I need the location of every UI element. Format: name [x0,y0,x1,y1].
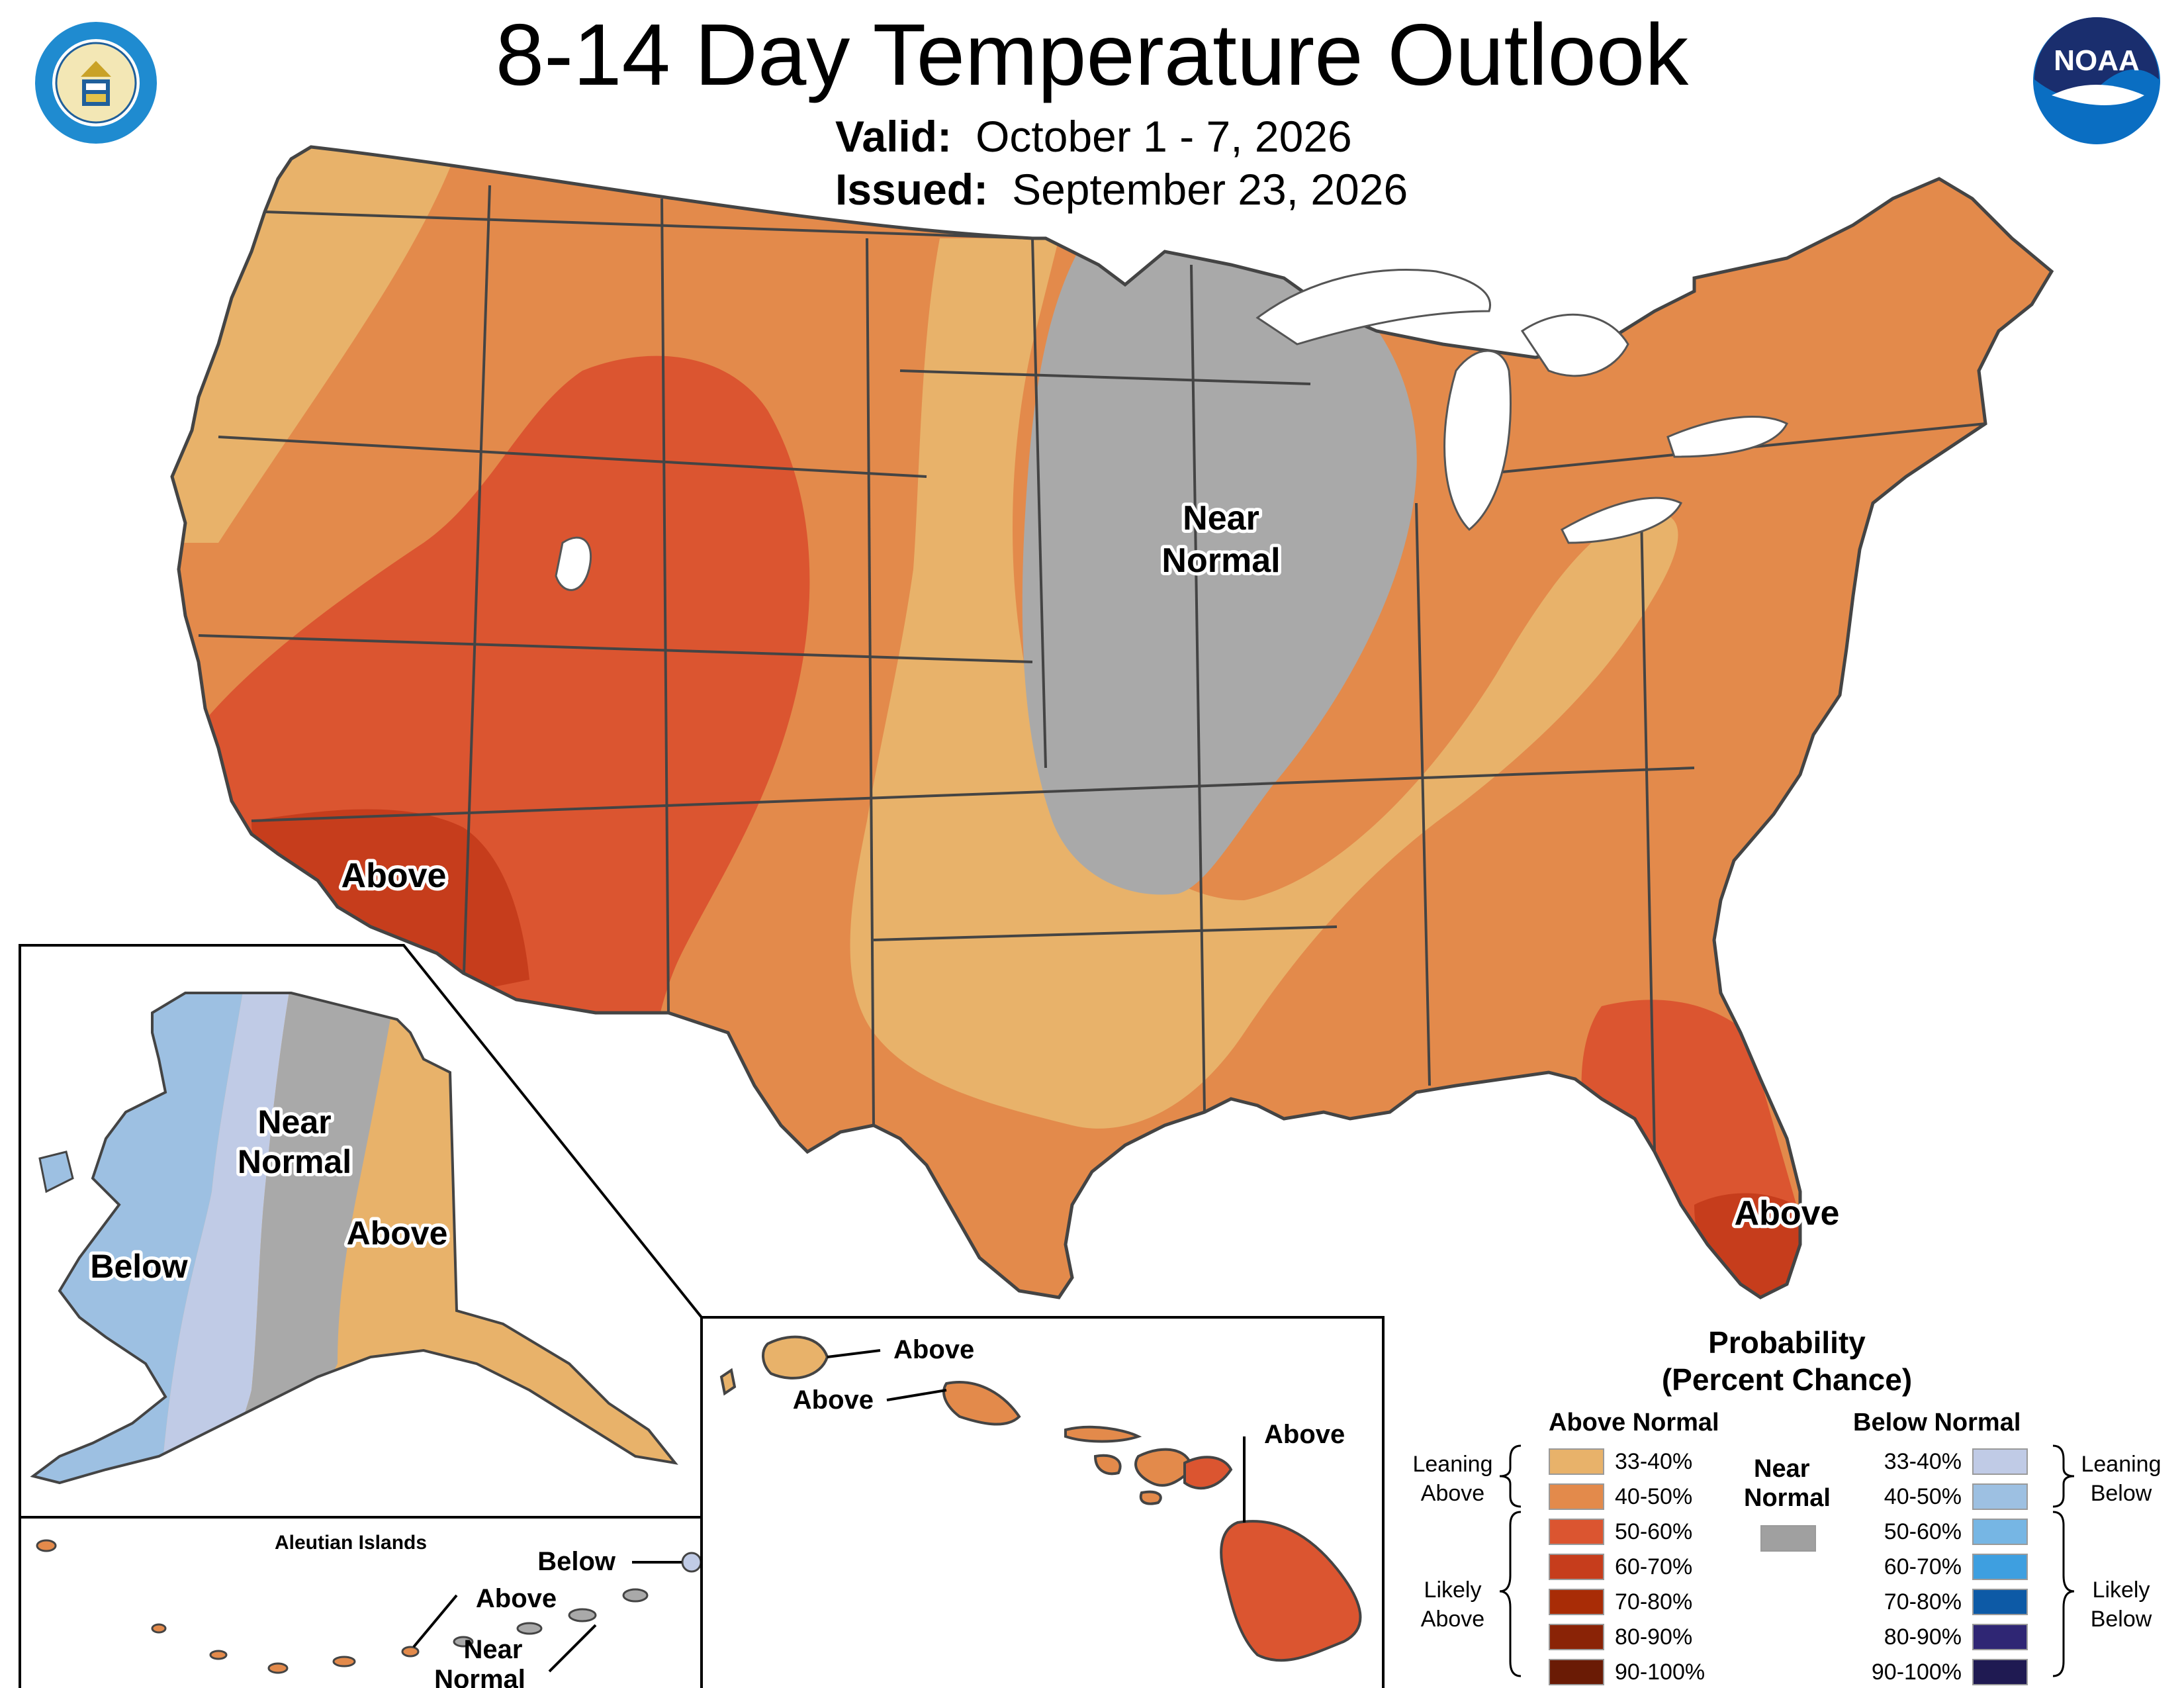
legend-likely-above-1: Likely [1424,1577,1482,1603]
hi-above-big-island-label: Above [1264,1420,1345,1449]
legend-below-swatch [1972,1448,2028,1475]
ak-below-label: Below [90,1248,187,1285]
great-salt-lake [555,536,592,591]
legend-title-line-2: (Percent Chance) [1661,1362,1913,1397]
legend-near-normal-swatch [1760,1525,1816,1552]
legend-below-swatch [1972,1483,2028,1510]
legend-below-range-label: 90-100% [1871,1660,1962,1685]
conus-above-southwest-label: Above [341,857,447,895]
issued-line: Issued: September 23, 2026 [835,164,1408,214]
department-of-commerce-seal-icon [35,22,157,144]
noaa-logo-icon: NOAA [2033,17,2160,144]
legend-leaning-above-2: Above [1420,1481,1485,1506]
issued-label: Issued: [835,165,989,214]
legend-below-range-label: 80-90% [1884,1624,1962,1650]
aleutian-near-label-2: Normal [434,1665,525,1688]
probability-legend: Probability (Percent Chance) Above Norma… [1410,1324,2164,1685]
aleutian-islands-shapes [36,1539,702,1674]
legend-above-header: Above Normal [1549,1409,1719,1436]
southern-california-above-60-70-region [251,809,529,993]
legend-leaning-below-2: Below [2090,1481,2152,1506]
conus-near-normal-label-2: Normal [1161,541,1280,580]
valid-line: Valid: October 1 - 7, 2026 [835,111,1352,162]
legend-below-swatch [1972,1589,2028,1615]
legend-below-range-label: 60-70% [1884,1554,1962,1579]
legend-leaning-below-1: Leaning [2081,1452,2161,1477]
legend-above-swatch [1549,1554,1604,1580]
legend-above-swatch [1549,1448,1604,1475]
conus-near-normal-label-1: Near [1183,499,1259,538]
legend-above-swatch [1549,1624,1604,1650]
legend-leaning-above-1: Leaning [1412,1452,1493,1477]
aleutian-above-label: Above [476,1584,557,1613]
legend-above-range-label: 33-40% [1615,1449,1693,1474]
legend-likely-below-2: Below [2090,1607,2152,1632]
carolina-coast-above-50-60-region [1760,789,1853,1006]
aleutian-title: Aleutian Islands [275,1532,427,1554]
issued-date: September 23, 2026 [1012,165,1408,214]
noaa-logo-text: NOAA [2054,44,2140,77]
central-near-normal-region [1022,238,1417,895]
ak-near-normal-label-1: Near [257,1103,331,1141]
great-lakes [1255,269,1789,544]
legend-below-range-label: 70-80% [1884,1589,1962,1615]
legend-above-range-label: 40-50% [1615,1484,1693,1509]
alaska-inset: Near Normal Above Below [19,944,703,1519]
valid-label: Valid: [835,112,952,161]
legend-below-range-label: 50-60% [1884,1519,1962,1544]
ak-above-label: Above [347,1215,448,1252]
legend-below-range-label: 40-50% [1884,1484,1962,1509]
aleutian-below-label: Below [537,1547,616,1576]
valid-date: October 1 - 7, 2026 [976,112,1352,161]
legend-likely-below-1: Likely [2092,1577,2150,1603]
conus-outlook-regions [172,147,2052,1297]
legend-below-range-label: 33-40% [1884,1449,1962,1474]
hi-above-kauai-label: Above [893,1335,974,1364]
legend-near-header-2: Normal [1744,1484,1831,1512]
legend-below-swatch [1972,1659,2028,1685]
legend-above-swatch [1549,1483,1604,1510]
ak-near-normal-label-2: Normal [238,1143,351,1180]
hawaii-inset: Above Above Above [700,1316,1385,1688]
legend-below-swatch [1972,1554,2028,1580]
map-title: 8-14 Day Temperature Outlook [495,6,1689,103]
conus-above-florida-label: Above [1735,1194,1840,1233]
legend-below-braces [2052,1444,2075,1677]
legend-above-braces [1499,1444,1522,1677]
aleutian-near-label-1: Near [464,1635,523,1664]
legend-above-range-label: 60-70% [1615,1554,1693,1579]
legend-below-header: Below Normal [1853,1409,2021,1436]
aleutian-inset-frame [19,1516,703,1688]
legend-below-swatch [1972,1624,2028,1650]
legend-above-range-label: 80-90% [1615,1624,1693,1650]
aleutian-inset: Aleutian Islands Below Above Near Normal [19,1516,703,1688]
hi-above-oahu-label: Above [793,1385,874,1415]
legend-near-header-1: Near [1754,1455,1810,1483]
legend-above-swatch [1549,1659,1604,1685]
legend-below-swatch [1972,1519,2028,1545]
legend-likely-above-2: Above [1420,1607,1485,1632]
legend-above-range-label: 50-60% [1615,1519,1693,1544]
legend-above-swatch [1549,1519,1604,1545]
legend-title-line-1: Probability [1708,1325,1866,1360]
hawaii-islands-shapes [719,1335,1362,1662]
central-above-33-40-region [850,238,1678,1129]
legend-above-swatch [1549,1589,1604,1615]
legend-above-range-label: 70-80% [1615,1589,1693,1615]
legend-above-range-label: 90-100% [1615,1660,1706,1685]
